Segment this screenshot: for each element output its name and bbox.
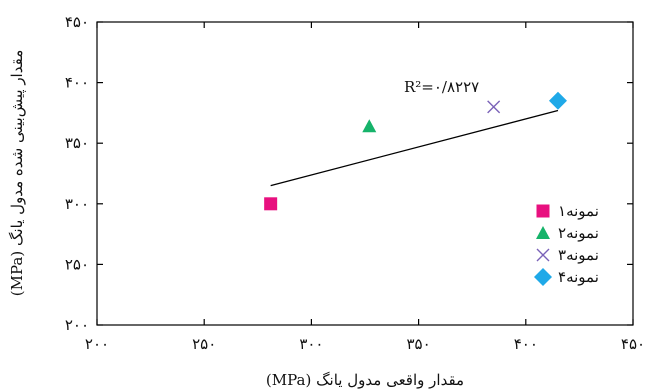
axis-ticks: ۲۰۰ ۲۵۰ ۳۰۰ ۳۵۰ ۴۰۰ ۴۵۰ ۲۰۰ ۲۵۰ ۳۰۰ ۳۵۰ ۴۰۰ ۴۵۰ xyxy=(65,13,645,353)
legend-label-3: نمونه۳ xyxy=(558,246,599,264)
data-point-series-3 xyxy=(487,100,501,114)
data-point-series-4 xyxy=(548,91,567,110)
trendline xyxy=(270,109,559,187)
x-tick-label: ۲۵۰ xyxy=(192,335,216,353)
y-tick-label: ۳۵۰ xyxy=(65,134,89,152)
r2-annotation: R²=۰/۸۲۲۷ xyxy=(404,78,479,96)
data-point-series-2 xyxy=(362,119,377,133)
x-tick-label: ۴۵۰ xyxy=(621,335,645,353)
legend-marker-4 xyxy=(534,268,552,286)
plot-frame xyxy=(96,21,634,326)
y-axis-label: مقدار پیش‌بینی شده مدول یانگ (MPa) xyxy=(8,50,26,296)
y-tick-label: ۲۵۰ xyxy=(65,255,89,273)
y-tick-label: ۳۰۰ xyxy=(65,195,89,213)
x-tick-label: ۳۰۰ xyxy=(299,335,323,353)
data-point-series-1 xyxy=(264,197,278,211)
x-tick-label: ۴۰۰ xyxy=(514,335,538,353)
x-tick-label: ۳۵۰ xyxy=(407,335,431,353)
legend-label-2: نمونه۲ xyxy=(558,224,599,242)
legend-marker-1 xyxy=(536,204,550,218)
y-tick-label: ۲۰۰ xyxy=(65,316,89,334)
trendline-group xyxy=(270,109,559,187)
legend-marker-3 xyxy=(536,248,550,262)
legend-marker-2 xyxy=(536,226,550,239)
legend-label-1: نمونه۱ xyxy=(558,202,599,220)
x-tick-label: ۲۰۰ xyxy=(85,335,109,353)
y-tick-label: ۴۵۰ xyxy=(65,13,89,31)
x-axis-label: مقدار واقعی مدول یانگ (MPa) xyxy=(266,371,464,389)
legend: نمونه۱ نمونه۲ نمونه۳ نمونه۴ xyxy=(534,202,599,286)
legend-label-4: نمونه۴ xyxy=(558,268,599,286)
y-tick-label: ۴۰۰ xyxy=(65,74,89,92)
data-points xyxy=(264,91,567,211)
